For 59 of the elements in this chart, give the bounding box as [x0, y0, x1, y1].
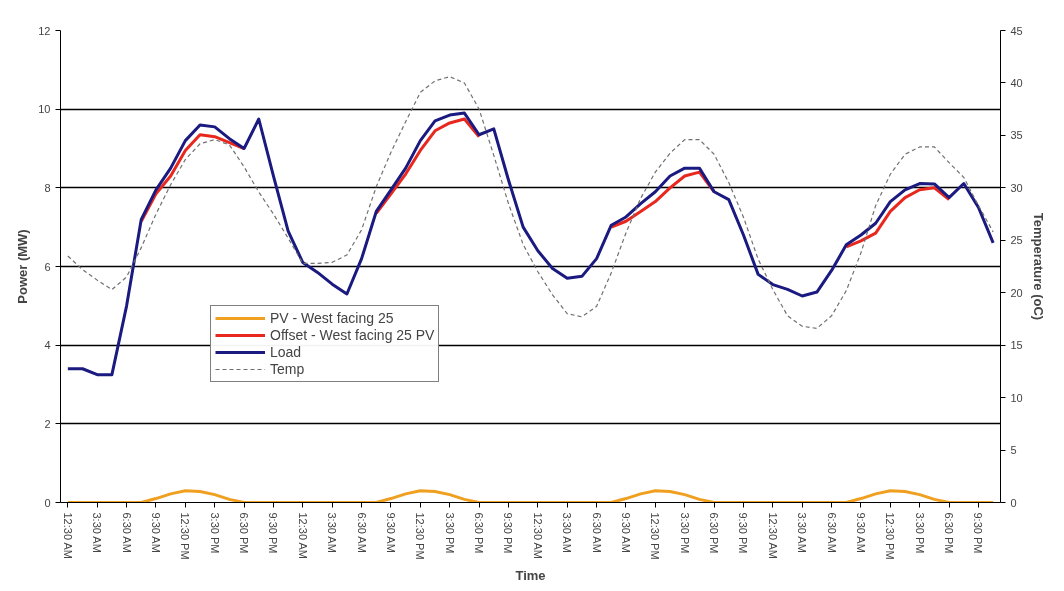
x-tick-label: 12:30 AM: [296, 512, 309, 559]
x-tick-label: 12:30 PM: [414, 512, 427, 560]
x-tick-label: 9:30 AM: [619, 512, 632, 553]
x-tick-label: 9:30 AM: [854, 512, 867, 553]
x-tick-label: 3:30 PM: [913, 512, 926, 554]
x-tick-label: 9:30 PM: [737, 512, 750, 554]
x-tick-label: 6:30 PM: [943, 512, 956, 554]
x-tick-label: 3:30 AM: [561, 512, 574, 553]
y-tick-label: 0: [44, 496, 51, 509]
x-tick-label: 6:30 AM: [590, 512, 603, 553]
legend-label: Load: [270, 344, 302, 360]
y2-tick-label: 30: [1010, 181, 1023, 194]
x-tick-label: 9:30 PM: [972, 512, 985, 554]
legend-label: PV - West facing 25: [270, 310, 394, 326]
x-tick-label: 3:30 AM: [326, 512, 339, 553]
y2-tick-label: 10: [1010, 391, 1023, 404]
x-tick-label: 12:30 PM: [179, 512, 192, 560]
legend-label: Temp: [270, 361, 305, 377]
y2-tick-label: 0: [1010, 496, 1017, 509]
line-series: [67, 76, 994, 329]
x-tick-label: 12:30 AM: [766, 512, 779, 559]
y2-tick-label: 45: [1010, 24, 1023, 37]
y2-tick-label: 15: [1010, 339, 1023, 352]
x-tick-label: 12:30 AM: [61, 512, 74, 559]
y2-tick-label: 20: [1010, 286, 1023, 299]
x-tick-label: 12:30 PM: [884, 512, 897, 560]
y-tick-label: 10: [38, 103, 51, 116]
x-tick-label: 6:30 PM: [238, 512, 251, 554]
x-tick-label: 3:30 PM: [208, 512, 221, 554]
y2-tick-label: 5: [1010, 444, 1017, 457]
x-tick-label: 9:30 PM: [267, 512, 280, 554]
y-tick-label: 12: [38, 24, 51, 37]
y-tick-label: 2: [44, 417, 51, 430]
x-tick-label: 9:30 AM: [384, 512, 397, 553]
y-tick-label: 4: [44, 339, 51, 352]
x-tick-label: 12:30 PM: [649, 512, 662, 560]
x-tick-label: 12:30 AM: [531, 512, 544, 559]
x-axis-title: Time: [515, 567, 546, 583]
x-tick-label: 6:30 AM: [355, 512, 368, 553]
y-tick-label: 6: [44, 260, 51, 273]
y2-tick-label: 35: [1010, 129, 1023, 142]
x-tick-label: 6:30 PM: [473, 512, 486, 554]
x-tick-label: 6:30 PM: [708, 512, 721, 554]
x-tick-label: 3:30 PM: [443, 512, 456, 554]
y2-axis-title: Temperature (oC): [1030, 212, 1046, 321]
legend-label: Offset - West facing 25 PV: [270, 327, 435, 343]
y2-tick-label: 40: [1010, 76, 1023, 89]
y-axis-title: Power (MW): [15, 229, 31, 304]
x-tick-label: 6:30 AM: [825, 512, 838, 553]
x-tick-label: 3:30 PM: [678, 512, 691, 554]
line-series: [66, 489, 995, 503]
x-tick-label: 9:30 PM: [502, 512, 515, 554]
x-tick-label: 3:30 AM: [796, 512, 809, 553]
y-tick-label: 8: [44, 181, 51, 194]
line-series: [66, 111, 995, 377]
x-tick-label: 3:30 AM: [91, 512, 104, 553]
x-tick-label: 9:30 AM: [149, 512, 162, 553]
x-tick-label: 6:30 AM: [120, 512, 133, 553]
y2-tick-label: 25: [1010, 234, 1023, 247]
